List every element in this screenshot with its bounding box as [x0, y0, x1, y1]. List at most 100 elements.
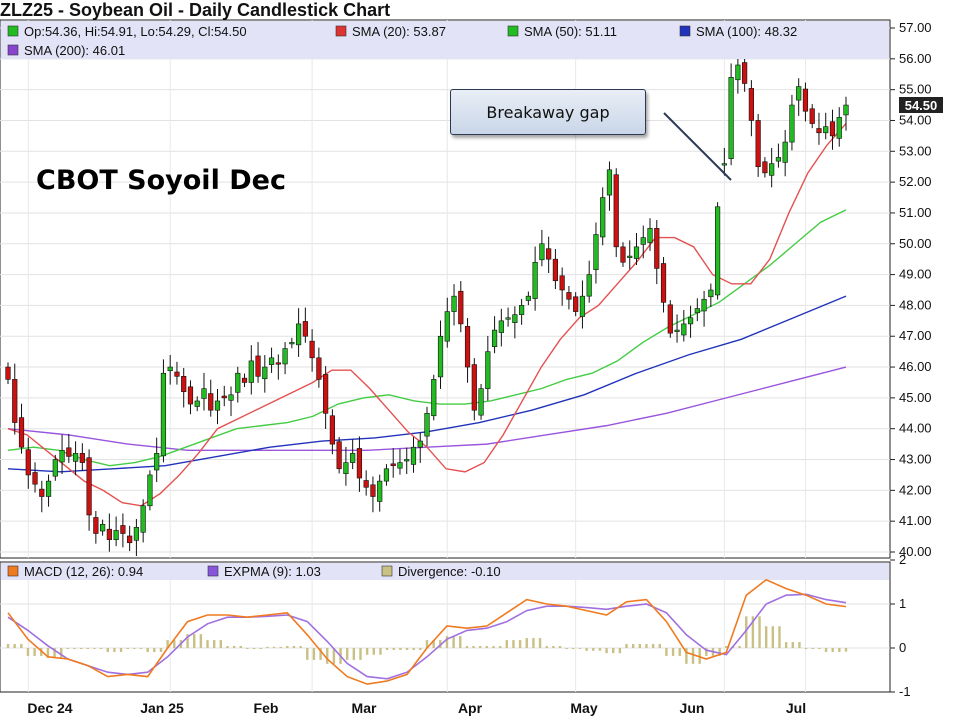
- legend-label: SMA (200): 46.01: [24, 43, 125, 58]
- divergence-bar: [592, 648, 595, 651]
- divergence-bar: [671, 648, 675, 656]
- price-tick-label: 42.00: [899, 482, 932, 497]
- legend-swatch: [335, 25, 347, 37]
- divergence-bar: [505, 640, 509, 648]
- divergence-bar: [33, 648, 36, 656]
- candle-body: [72, 453, 79, 462]
- divergence-bar: [718, 648, 721, 656]
- divergence-bar: [419, 648, 422, 650]
- divergence-bar: [332, 648, 336, 664]
- candle-body: [120, 525, 126, 534]
- candle-body: [113, 530, 119, 540]
- candle-body: [667, 304, 673, 334]
- divergence-bar: [146, 648, 149, 652]
- candle-body: [782, 141, 788, 163]
- candle-body: [687, 317, 694, 325]
- divergence-bar: [259, 648, 262, 649]
- divergence-bar: [452, 636, 455, 648]
- month-label: Jul: [786, 700, 806, 716]
- divergence-bar: [705, 648, 708, 656]
- candle-body: [52, 459, 58, 477]
- candle-body: [329, 415, 335, 445]
- candle-body: [410, 446, 417, 465]
- candle-body: [586, 274, 592, 297]
- divergence-bar: [751, 616, 755, 648]
- divergence-bar: [492, 646, 495, 648]
- price-tick-label: 45.00: [899, 390, 932, 405]
- divergence-bar: [365, 648, 369, 655]
- candle-body: [5, 366, 11, 380]
- candle-body: [660, 263, 667, 303]
- price-tick-label: 47.00: [899, 328, 932, 343]
- x-axis-month-labels: Dec 24 Jan 25 Feb Mar Apr May Jun Jul: [27, 700, 806, 716]
- divergence-bar: [252, 648, 256, 649]
- candle-body: [79, 453, 85, 463]
- divergence-bar: [126, 648, 129, 649]
- divergence-bar: [326, 648, 329, 664]
- price-axis: 57.00 56.00 55.00 54.00 53.00 52.00 51.00 50.00…: [890, 20, 932, 559]
- divergence-bar: [385, 648, 389, 650]
- candle-body: [519, 305, 525, 315]
- candle-body: [701, 298, 707, 312]
- divergence-bar: [598, 648, 602, 651]
- divergence-bar: [272, 646, 276, 648]
- candle-body: [417, 440, 423, 448]
- candle-body: [275, 362, 281, 365]
- candle-body: [579, 295, 586, 317]
- divergence-bar: [638, 644, 642, 648]
- divergence-bar: [20, 644, 23, 648]
- month-label: Dec 24: [27, 700, 72, 716]
- divergence-bar: [678, 648, 681, 656]
- divergence-bar: [572, 648, 575, 649]
- divergence-bar: [246, 648, 249, 649]
- candle-body: [505, 317, 511, 320]
- candle-body: [525, 295, 531, 301]
- candle-body: [127, 535, 133, 544]
- divergence-bar: [379, 648, 382, 655]
- divergence-bar: [239, 646, 242, 648]
- divergence-bar: [818, 648, 821, 649]
- divergence-bar: [53, 648, 56, 658]
- candle-body: [18, 417, 25, 448]
- candle-body: [674, 329, 680, 332]
- candle-body: [228, 394, 234, 401]
- candle-body: [45, 480, 52, 497]
- candle-body: [620, 246, 626, 263]
- candle-body: [336, 441, 342, 470]
- candle-body: [100, 523, 106, 532]
- divergence-bar: [139, 648, 143, 649]
- divergence-bar: [725, 646, 728, 648]
- candle-body: [390, 463, 396, 466]
- candle-body: [106, 528, 112, 540]
- macd-legend-swatch: [381, 565, 393, 577]
- candle-body: [59, 449, 65, 463]
- callout-connector: [663, 112, 732, 181]
- price-tick-label: 55.00: [899, 82, 932, 97]
- macd-gridlines: [0, 580, 890, 692]
- candle-body: [735, 64, 741, 81]
- price-tick-label: 52.00: [899, 174, 932, 189]
- candle-body: [221, 395, 227, 399]
- candle-body: [356, 448, 363, 479]
- macd-legend-swatch: [207, 565, 219, 577]
- divergence-bar: [472, 646, 475, 648]
- candle-body: [437, 335, 444, 378]
- macd-legend-label: EXPMA (9): 1.03: [224, 564, 321, 579]
- candle-body: [836, 117, 842, 139]
- divergence-bar: [552, 646, 555, 648]
- legend-label: SMA (50): 51.11: [524, 24, 617, 39]
- macd-legend-label: Divergence: -0.10: [398, 564, 501, 579]
- divergence-bar: [113, 648, 116, 652]
- candle-body: [363, 480, 369, 488]
- macd-legend-label: MACD (12, 26): 0.94: [24, 564, 143, 579]
- divergence-bar: [286, 646, 289, 648]
- divergence-bar: [831, 648, 834, 652]
- candle-body: [802, 88, 809, 112]
- candle-body: [843, 104, 849, 116]
- candle-body: [32, 472, 38, 485]
- macd-axis: 2 1 0 -1: [890, 552, 911, 699]
- breakaway-gap-callout: Breakaway gap: [450, 89, 646, 135]
- divergence-bar: [153, 648, 156, 652]
- price-tick-label: 57.00: [899, 20, 932, 35]
- candle-body: [796, 86, 802, 101]
